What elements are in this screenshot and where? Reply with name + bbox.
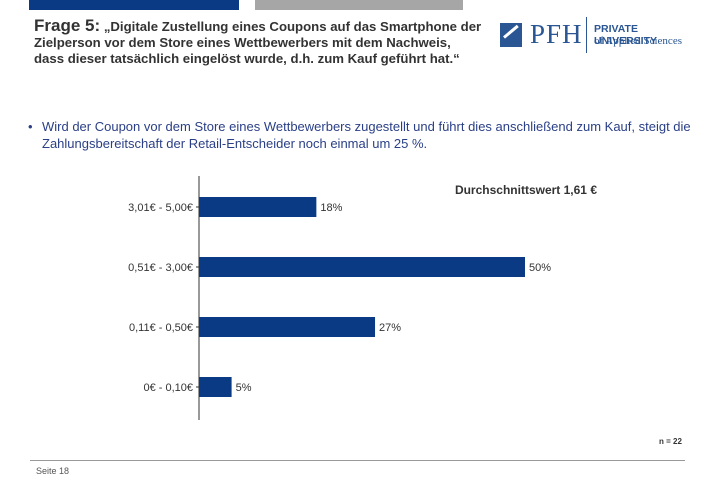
bar [199, 317, 376, 337]
logo-line1: PRIVATE UNIVERSITY [594, 23, 658, 47]
bullet-text: Wird der Coupon vor dem Store eines Wett… [42, 119, 691, 151]
data-label: 5% [236, 382, 252, 394]
pfh-logo-mark-icon [500, 23, 522, 47]
page-title: Frage 5: „Digitale Zustellung eines Coup… [34, 16, 484, 67]
bar [199, 377, 232, 397]
bullet-symbol: • [28, 119, 33, 134]
data-label: 50% [529, 262, 551, 274]
logo-line2: of Applied Sciences [594, 35, 682, 47]
category-label: 0,51€ - 3,00€ [128, 262, 193, 274]
bar [199, 257, 525, 277]
category-label: 0€ - 0,10€ [143, 382, 193, 394]
header-accent-bar-blue [29, 0, 239, 10]
pfh-logo: PFH PRIVATE UNIVERSITY of Applied Scienc… [500, 14, 700, 54]
chart-annotation: Durchschnittswert 1,61 € [455, 183, 597, 197]
logo-divider [586, 17, 587, 53]
logo-wordmark: PFH [530, 19, 583, 49]
category-label: 3,01€ - 5,00€ [128, 202, 193, 214]
data-label: 27% [379, 322, 401, 334]
bar [199, 197, 317, 217]
header-accent-bar-gray [255, 0, 463, 10]
footer-divider [30, 460, 685, 461]
data-label: 18% [320, 202, 342, 214]
question-text: „Digitale Zustellung eines Coupons auf d… [34, 19, 482, 66]
sample-size: n = 22 [659, 437, 682, 446]
question-number: Frage 5: [34, 16, 101, 35]
category-label: 0,11€ - 0,50€ [129, 322, 193, 334]
page-number: Seite 18 [36, 466, 70, 476]
bullet-point: • Wird der Coupon vor dem Store eines We… [28, 118, 702, 152]
bar-chart: Durchschnittswert 1,61 € 3,01€ - 5,00€ 18… [128, 176, 597, 420]
